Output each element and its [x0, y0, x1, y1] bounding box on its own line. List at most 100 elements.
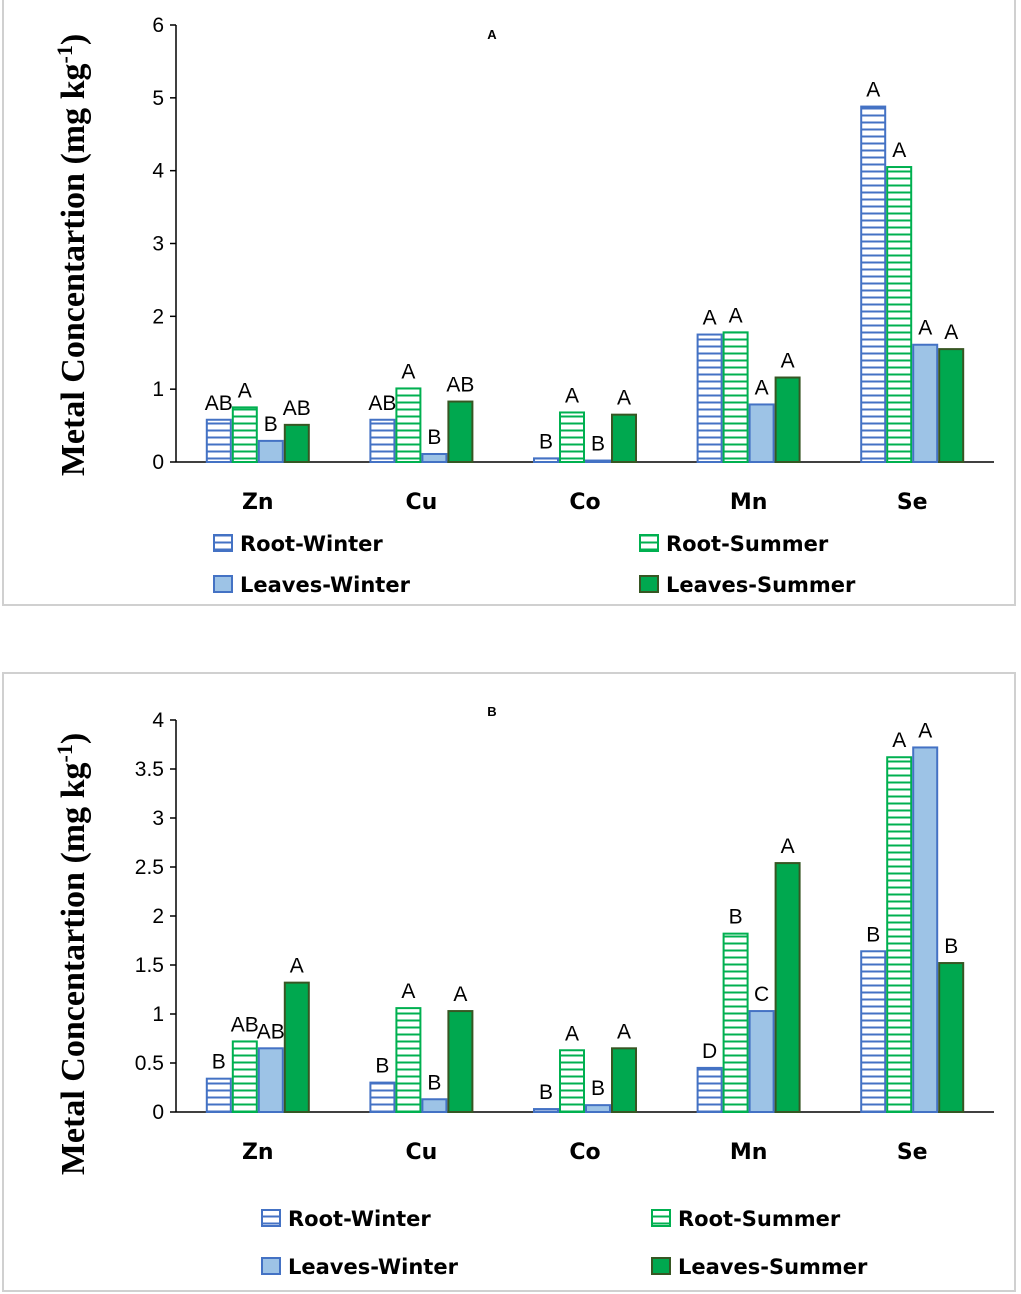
- bar-leaves-summer-zn: [283, 981, 310, 1114]
- bar-root-winter-co: [533, 1108, 559, 1113]
- legend-swatch-leaves-winter: [261, 1257, 281, 1275]
- bar-root-winter-zn: [205, 418, 232, 463]
- significance-letter: D: [702, 1040, 717, 1063]
- panel-label: B: [487, 704, 496, 719]
- significance-letter: B: [591, 1077, 605, 1100]
- y-axis-title-close: ): [55, 34, 92, 45]
- legend-swatch-root-summer: [639, 534, 659, 552]
- y-tick-label: 3: [152, 807, 164, 830]
- y-tick-label: 1: [152, 1003, 164, 1026]
- category-label-cu: Cu: [405, 1140, 437, 1165]
- bar-leaves-summer-zn: [283, 423, 310, 464]
- y-axis-title-main: Metal Concentartion (mg kg: [55, 64, 92, 477]
- y-axis-title: Metal Concentartion (mg kg-1): [52, 34, 92, 476]
- bar-root-winter-mn: [696, 333, 723, 463]
- legend-label-leaves-summer: Leaves-Summer: [678, 1255, 868, 1279]
- significance-letter: B: [729, 906, 743, 929]
- bar-leaves-winter-cu: [421, 1098, 448, 1114]
- significance-letter: A: [892, 139, 906, 162]
- y-axis-title-sup: -1: [52, 45, 77, 63]
- y-axis-title-main: Metal Concentartion (mg kg: [55, 763, 92, 1176]
- bar-root-summer-co: [559, 411, 585, 463]
- bar-root-winter-se: [860, 105, 887, 463]
- significance-letter: A: [238, 379, 252, 402]
- y-tick-label: 0: [152, 1101, 164, 1124]
- significance-letter: C: [754, 983, 769, 1006]
- bar-root-winter-mn: [696, 1066, 723, 1113]
- legend-label-leaves-winter: Leaves-Winter: [288, 1255, 459, 1279]
- y-tick-label: 0.5: [135, 1052, 164, 1075]
- y-axis-title: Metal Concentartion (mg kg-1): [52, 733, 92, 1175]
- bar-leaves-winter-mn: [748, 1010, 775, 1113]
- y-tick-label: 1.5: [135, 954, 164, 977]
- significance-letter: AB: [231, 1013, 259, 1036]
- bar-root-summer-zn: [231, 406, 258, 463]
- legend-swatch-root-winter: [261, 1209, 281, 1227]
- legend-label-root-summer: Root-Summer: [666, 532, 829, 556]
- bar-root-summer-co: [559, 1049, 585, 1114]
- bar-leaves-winter-mn: [748, 403, 775, 464]
- category-label-se: Se: [897, 1140, 928, 1165]
- legend-label-leaves-summer: Leaves-Summer: [666, 573, 856, 597]
- significance-letter: B: [212, 1051, 226, 1074]
- significance-letter: A: [617, 1020, 631, 1043]
- bar-leaves-summer-se: [938, 962, 965, 1114]
- bar-leaves-summer-cu: [447, 1010, 474, 1113]
- significance-letter: A: [918, 317, 932, 340]
- significance-letter: A: [892, 729, 906, 752]
- y-tick-label: 3.5: [135, 758, 164, 781]
- significance-letter: AB: [446, 374, 474, 397]
- chart-panel-a: 0 1 2 3 4 5 6 Metal Concentartion (mg kg-1) A AB A…: [2, 0, 1016, 606]
- bar-leaves-summer-co: [611, 1047, 637, 1113]
- significance-letter: B: [375, 1055, 389, 1078]
- bar-leaves-winter-zn: [257, 439, 284, 463]
- bar-leaves-summer-se: [938, 348, 965, 464]
- significance-letter: A: [565, 384, 579, 407]
- legend-label-root-winter: Root-Winter: [288, 1207, 431, 1231]
- bar-root-summer-cu: [395, 1007, 422, 1113]
- bar-root-summer-se: [886, 166, 913, 463]
- y-axis-title-close: ): [55, 733, 92, 744]
- category-label-co: Co: [569, 490, 600, 515]
- category-label-cu: Cu: [405, 490, 437, 515]
- bar-root-summer-cu: [395, 387, 422, 463]
- significance-letter: B: [944, 935, 958, 958]
- bar-leaves-summer-co: [611, 413, 637, 463]
- bar-leaves-winter-cu: [421, 452, 448, 464]
- significance-letter: A: [918, 719, 932, 742]
- y-tick-label: 0: [152, 451, 164, 474]
- bar-leaves-winter-co: [585, 1104, 611, 1114]
- significance-letter: A: [781, 350, 795, 373]
- panel-label: A: [487, 27, 497, 42]
- legend-swatch-root-winter: [213, 534, 233, 552]
- bar-root-winter-se: [860, 950, 887, 1113]
- significance-letter: A: [617, 387, 631, 410]
- y-tick-label: 1: [152, 378, 164, 401]
- y-tick-label: 4: [152, 160, 164, 183]
- significance-letter: A: [729, 304, 743, 327]
- bar-leaves-summer-cu: [447, 400, 474, 464]
- significance-letter: A: [290, 955, 304, 978]
- y-tick-label: 3: [152, 233, 164, 256]
- bar-root-summer-se: [886, 756, 913, 1114]
- bar-root-summer-mn: [722, 932, 749, 1114]
- significance-letter: B: [427, 426, 441, 449]
- bar-root-summer-zn: [231, 1040, 258, 1113]
- bar-leaves-summer-mn: [774, 376, 801, 463]
- bar-leaves-winter-se: [912, 746, 939, 1113]
- significance-letter: AB: [205, 392, 233, 415]
- significance-letter: A: [565, 1022, 579, 1045]
- bar-leaves-winter-zn: [257, 1047, 284, 1113]
- significance-letter: B: [866, 923, 880, 946]
- legend-label-root-winter: Root-Winter: [240, 532, 383, 556]
- legend-swatch-leaves-summer: [639, 575, 659, 593]
- significance-letter: A: [944, 321, 958, 344]
- significance-letter: A: [703, 307, 717, 330]
- legend-label-leaves-winter: Leaves-Winter: [240, 573, 411, 597]
- y-tick-label: 2.5: [135, 856, 164, 879]
- category-label-mn: Mn: [730, 1140, 768, 1165]
- significance-letter: AB: [368, 392, 396, 415]
- legend-swatch-root-summer: [651, 1209, 671, 1227]
- category-label-zn: Zn: [242, 490, 274, 515]
